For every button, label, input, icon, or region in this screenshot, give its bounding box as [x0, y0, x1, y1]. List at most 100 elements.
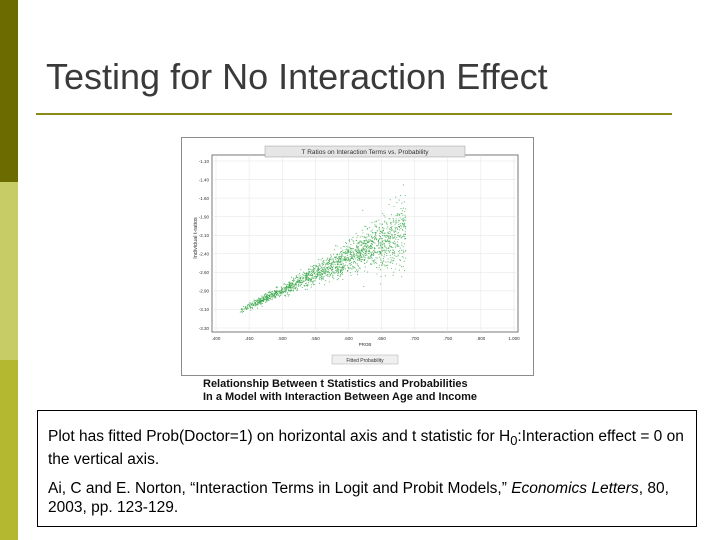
- scatter-point: [359, 244, 361, 246]
- scatter-point: [330, 265, 332, 267]
- scatter-point: [292, 281, 294, 283]
- scatter-point: [329, 274, 331, 276]
- scatter-point: [390, 267, 392, 269]
- scatter-point: [309, 277, 311, 279]
- scatter-point: [337, 263, 339, 265]
- scatter-point: [385, 250, 387, 252]
- scatter-point: [400, 208, 402, 210]
- scatter-point: [392, 221, 394, 223]
- scatter-point: [291, 283, 293, 285]
- scatter-point: [374, 251, 377, 253]
- scatter-point: [401, 253, 403, 255]
- scatter-point: [273, 294, 275, 296]
- scatter-point: [329, 258, 331, 261]
- scatter-point: [306, 272, 308, 274]
- scatter-point: [251, 303, 253, 305]
- scatter-point: [374, 237, 376, 239]
- scatter-point: [399, 195, 402, 197]
- scatter-point: [348, 258, 350, 260]
- scatter-point: [373, 249, 376, 251]
- scatter-point: [403, 252, 405, 254]
- scatter-point: [339, 272, 341, 274]
- scatter-point: [334, 249, 336, 251]
- scatter-point: [383, 264, 385, 266]
- scatter-point: [378, 242, 380, 244]
- scatter-point: [338, 256, 340, 258]
- scatter-point: [401, 228, 404, 230]
- scatter-point: [313, 268, 315, 270]
- scatter-point: [321, 257, 324, 259]
- scatter-point: [372, 236, 374, 239]
- scatter-point: [272, 293, 274, 295]
- scatter-point: [294, 283, 296, 285]
- scatter-point: [375, 239, 377, 241]
- scatter-point: [381, 241, 383, 243]
- scatter-point: [257, 302, 259, 304]
- scatter-point: [347, 257, 350, 259]
- scatter-point: [299, 285, 302, 287]
- scatter-point: [316, 276, 318, 279]
- scatter-point: [314, 276, 316, 278]
- scatter-point: [358, 250, 360, 252]
- scatter-point: [334, 266, 336, 268]
- scatter-point: [321, 267, 323, 269]
- scatter-point: [388, 235, 390, 237]
- scatter-point: [362, 240, 364, 242]
- scatter-point: [294, 282, 297, 284]
- scatter-point: [259, 299, 261, 301]
- scatter-point: [371, 253, 373, 256]
- scatter-point: [328, 272, 330, 274]
- scatter-point: [293, 289, 295, 291]
- scatter-point: [403, 220, 405, 222]
- scatter-point: [269, 291, 271, 293]
- scatter-point: [334, 264, 336, 266]
- x-axis-label: Fitted Probability: [346, 358, 384, 364]
- scatter-point: [326, 267, 328, 270]
- scatter-point: [400, 266, 403, 268]
- scatter-point: [340, 247, 342, 249]
- x-tick-label: .450: [245, 336, 254, 341]
- scatter-point: [360, 254, 362, 256]
- scatter-point: [368, 235, 370, 238]
- scatter-point: [371, 237, 373, 239]
- scatter-point: [271, 290, 273, 292]
- scatter-point: [319, 271, 321, 273]
- scatter-point: [403, 243, 405, 245]
- scatter-point: [320, 259, 322, 261]
- scatter-point: [393, 237, 395, 239]
- scatter-point: [381, 234, 383, 236]
- scatter-point: [337, 266, 339, 268]
- scatter-point: [383, 243, 386, 245]
- scatter-point: [366, 261, 368, 263]
- scatter-point: [277, 291, 279, 293]
- scatter-point: [336, 257, 338, 260]
- scatter-point: [374, 232, 376, 234]
- scatter-point: [371, 240, 373, 242]
- scatter-point: [269, 297, 271, 299]
- scatter-point: [365, 257, 367, 259]
- scatter-point: [348, 268, 350, 270]
- scatter-point: [384, 251, 386, 253]
- scatter-point: [302, 277, 304, 279]
- scatter-point: [401, 255, 403, 258]
- scatter-point: [357, 241, 359, 243]
- scatter-point: [299, 277, 301, 279]
- scatter-point: [318, 269, 320, 271]
- scatter-point: [263, 298, 266, 300]
- scatter-point: [352, 267, 354, 269]
- scatter-point: [397, 229, 399, 231]
- scatter-point: [404, 222, 406, 224]
- scatter-point: [313, 269, 315, 271]
- scatter-point: [343, 259, 345, 261]
- scatter-point: [300, 281, 302, 283]
- scatter-point: [329, 273, 332, 276]
- scatter-point: [279, 291, 281, 293]
- scatter-point: [265, 301, 267, 303]
- scatter-point: [256, 303, 258, 305]
- scatter-point: [267, 298, 269, 300]
- scatter-point: [283, 289, 285, 291]
- scatter-point: [311, 277, 313, 279]
- scatter-point: [402, 226, 404, 228]
- scatter-point: [299, 273, 301, 275]
- scatter-point: [317, 275, 319, 277]
